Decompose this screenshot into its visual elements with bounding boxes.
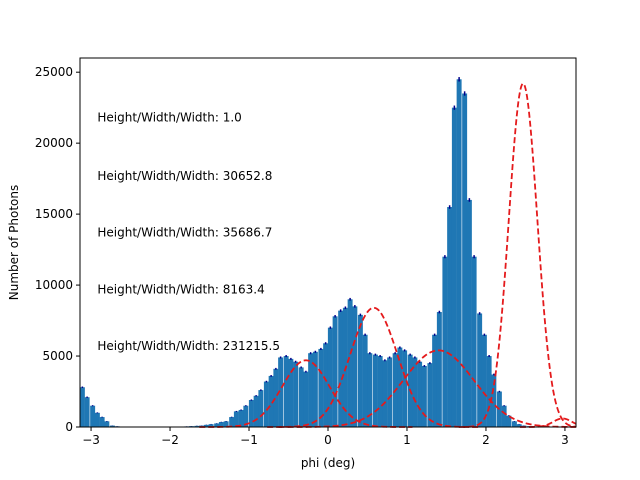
- x-tick-label: 1: [403, 433, 411, 447]
- x-tick-label: 2: [482, 433, 490, 447]
- histogram-bar: [109, 425, 115, 427]
- histogram-bar: [278, 357, 284, 427]
- histogram-bar: [412, 357, 418, 427]
- histogram-bar: [233, 411, 239, 427]
- histogram-bar: [298, 367, 304, 427]
- histogram-bar: [214, 423, 220, 427]
- histogram-bar: [352, 306, 358, 427]
- fit-annotation: Height/Width/Width: 231215.5: [97, 339, 280, 353]
- x-tick-label: −2: [161, 433, 179, 447]
- histogram-bar: [451, 107, 457, 428]
- y-tick-label: 10000: [35, 278, 73, 292]
- histogram-bar: [442, 256, 448, 427]
- y-tick-label: 20000: [35, 136, 73, 150]
- histogram-bar: [387, 357, 393, 427]
- histogram-bar: [218, 422, 224, 427]
- histogram-bar: [323, 343, 329, 427]
- histogram-bar: [203, 424, 209, 427]
- histogram-bar: [229, 417, 235, 427]
- histogram-bar: [421, 365, 427, 427]
- histogram-bar: [436, 312, 442, 427]
- histogram-bar: [99, 417, 105, 427]
- y-tick-label: 5000: [42, 349, 73, 363]
- histogram-bar: [397, 347, 403, 427]
- histogram-bar: [377, 356, 383, 427]
- histogram-bar: [362, 334, 368, 427]
- histogram-bar: [263, 381, 269, 427]
- x-tick-label: −3: [82, 433, 100, 447]
- histogram-bar: [238, 409, 244, 427]
- histogram-bar: [268, 375, 274, 427]
- y-tick-label: 0: [65, 420, 73, 434]
- error-bars: [81, 77, 575, 427]
- histogram-bar: [303, 371, 309, 427]
- histogram-bar: [477, 313, 483, 427]
- x-axis-ticks: −3 −2 −1 0 1 2 3: [82, 427, 569, 447]
- histogram-bar: [332, 316, 338, 427]
- histogram-bar: [462, 93, 468, 427]
- y-axis-label: Number of Photons: [7, 185, 21, 301]
- histogram-bar: [288, 358, 294, 427]
- histogram-bar: [367, 353, 373, 427]
- histogram-bar: [338, 310, 344, 427]
- histogram-bar: [318, 348, 324, 427]
- histogram-bar: [194, 425, 200, 427]
- histogram-bar: [308, 353, 314, 427]
- histogram-bar: [491, 374, 497, 427]
- histogram-bar: [471, 256, 477, 427]
- histogram-bar: [90, 405, 96, 427]
- histogram-bar: [456, 79, 462, 427]
- histogram-bar: [243, 405, 249, 427]
- histogram-bar: [94, 412, 100, 427]
- histogram-bar: [293, 361, 299, 427]
- y-tick-label: 25000: [35, 65, 73, 79]
- histogram-bar: [223, 421, 229, 427]
- histogram-bar: [432, 334, 438, 427]
- histogram-bar: [372, 354, 378, 427]
- x-tick-label: 3: [561, 433, 569, 447]
- histogram-bar: [466, 199, 472, 427]
- fit-annotation: Height/Width/Width: 8163.4: [97, 282, 264, 296]
- histogram-bar: [80, 387, 85, 427]
- histogram-bar: [104, 421, 110, 427]
- fit-annotation: Height/Width/Width: 35686.7: [97, 226, 272, 240]
- histogram-bar: [486, 356, 492, 427]
- gaussian-fit-curve: [278, 349, 577, 428]
- fit-annotations: Height/Width/Width: 1.0 Height/Width/Widt…: [97, 111, 280, 353]
- gaussian-fit-curve: [199, 359, 413, 428]
- histogram-bar: [208, 424, 214, 427]
- histogram-bar: [481, 334, 487, 427]
- histogram-bar: [501, 405, 507, 427]
- fit-annotation: Height/Width/Width: 30652.8: [97, 169, 272, 183]
- y-axis-ticks: 0 5000 10000 15000 20000 25000: [35, 65, 80, 434]
- histogram-bar: [382, 360, 388, 427]
- histogram-bar: [258, 390, 264, 427]
- histogram-bar: [273, 368, 279, 427]
- histogram-bar: [283, 356, 289, 427]
- histogram-bar: [427, 363, 433, 427]
- x-tick-label: −1: [240, 433, 258, 447]
- histogram-bar: [447, 207, 453, 427]
- histogram-bar: [506, 415, 512, 427]
- fit-annotation: Height/Width/Width: 1.0: [97, 111, 241, 125]
- histogram-bar: [402, 350, 408, 427]
- histogram-bar: [84, 397, 90, 427]
- histogram-bar: [511, 421, 517, 427]
- histogram-bar: [347, 299, 353, 427]
- histogram-bar: [312, 351, 318, 427]
- gaussian-fit-curve: [459, 82, 577, 428]
- histogram-bar: [253, 395, 259, 427]
- histogram-bar: [417, 361, 423, 427]
- histogram-bar: [248, 400, 254, 427]
- y-tick-label: 15000: [35, 207, 73, 221]
- histogram-bars: [80, 79, 576, 428]
- x-tick-label: 0: [324, 433, 332, 447]
- histogram-bar: [516, 424, 522, 427]
- x-axis-label: phi (deg): [301, 456, 355, 470]
- histogram-bar: [357, 314, 363, 427]
- histogram-bar: [327, 327, 333, 427]
